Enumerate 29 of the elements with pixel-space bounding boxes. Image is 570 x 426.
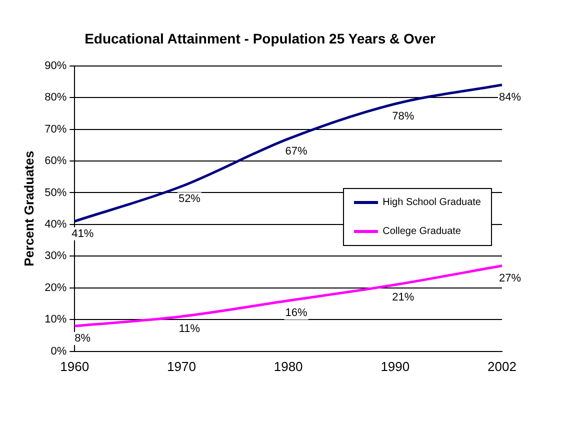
x-tick-label: 1990	[380, 358, 410, 374]
x-tick-label: 1970	[167, 358, 196, 374]
y-tick-label: 10%	[44, 314, 67, 326]
data-label: 21%	[392, 291, 414, 304]
data-label: 27%	[498, 272, 522, 284]
y-tick-label: 70%	[44, 123, 67, 136]
chart-title: Educational Attainment - Population 25 Years & Over	[84, 30, 436, 46]
y-tick-label: 0%	[50, 345, 67, 358]
y-tick-label: 30%	[44, 250, 67, 262]
y-tick-label: 80%	[44, 92, 67, 104]
y-axis-title: Percent Graduates	[21, 150, 36, 266]
data-label: 8%	[74, 332, 91, 345]
y-tick-label: 20%	[44, 282, 67, 294]
legend-label: College Graduate	[382, 226, 461, 237]
x-tick-label: 2002	[488, 358, 516, 374]
data-label: 84%	[498, 91, 522, 104]
x-tick-label: 1960	[60, 358, 90, 374]
data-label: 78%	[392, 110, 414, 122]
data-label: 41%	[72, 228, 94, 240]
legend-label: High School Graduate	[382, 197, 481, 208]
y-tick-label: 40%	[44, 218, 67, 230]
data-label: 52%	[178, 192, 201, 205]
y-tick-label: 50%	[44, 186, 67, 199]
y-tick-label: 60%	[44, 155, 67, 168]
data-label: 67%	[285, 145, 308, 158]
data-label: 16%	[285, 307, 308, 320]
y-tick-label: 90%	[44, 60, 67, 72]
data-label: 11%	[178, 323, 200, 336]
x-tick-label: 1980	[274, 358, 303, 374]
